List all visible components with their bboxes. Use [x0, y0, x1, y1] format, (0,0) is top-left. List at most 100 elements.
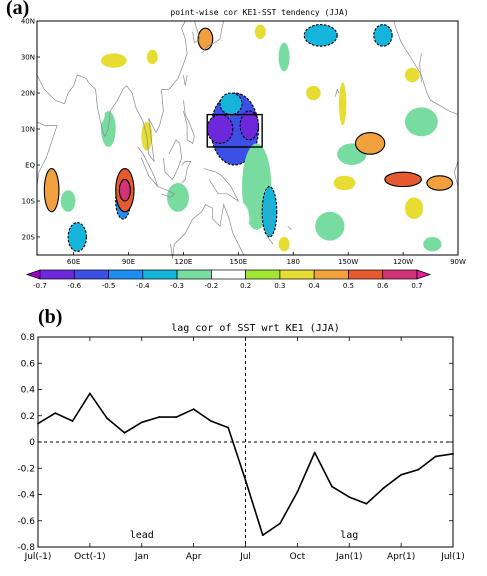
colorbar-label: 0.4 [309, 282, 321, 290]
line-x-label: Jul [239, 552, 251, 562]
lag-correlation-point [54, 412, 57, 415]
colorbar-label: 0.6 [377, 282, 389, 290]
lag-correlation-point [106, 417, 109, 420]
map-lat-label: 30N [21, 54, 35, 62]
line-x-label: Jan [134, 552, 149, 562]
lag-correlation-point [158, 416, 160, 418]
map-coastline [453, 161, 459, 187]
map-anomaly-patch [303, 24, 338, 47]
map-anomaly-patch [404, 107, 438, 137]
colorbar-label: -0.7 [33, 282, 47, 290]
map-anomaly-patch [101, 53, 127, 68]
line-y-label: 0 [29, 438, 35, 448]
map-lat-label: 20N [21, 90, 35, 98]
map-coastline [393, 20, 459, 115]
map-title: point-wise cor KE1-SST tendency (JJA) [170, 8, 348, 17]
map-anomaly-patch [118, 178, 131, 202]
line-x-label: Jul(1) [440, 552, 465, 562]
colorbar-label: 0.2 [240, 282, 251, 290]
map-anomaly-patch [166, 183, 189, 212]
map-lon-label: 60E [67, 258, 80, 266]
lag-correlation-point [452, 452, 454, 455]
map-coastline [287, 225, 292, 231]
map-lon-label: 150W [338, 258, 358, 266]
line-x-label: Oct(-1) [74, 552, 106, 562]
line-x-label: Jan(1) [335, 552, 363, 562]
map-lat-label: EQ [25, 162, 35, 170]
lag-correlation-point [88, 392, 91, 395]
colorbar-arrow-right [416, 269, 432, 280]
lag-correlation-point [175, 416, 178, 418]
map-lon-label: 180 [287, 258, 300, 266]
map-coastline [192, 20, 201, 44]
colorbar-label: 0.7 [411, 282, 422, 290]
map-anomaly-patch [239, 110, 260, 141]
colorbar-label: -0.4 [136, 282, 150, 290]
lag-correlation-point [382, 487, 385, 489]
line-plot-area [37, 336, 454, 548]
map-anomaly-patch [278, 42, 290, 72]
panel-b-label: (b) [38, 306, 63, 328]
lag-correlation-point [434, 455, 437, 458]
line-x-label: Apr [186, 552, 202, 562]
colorbar-label: 0.3 [274, 282, 285, 290]
map-anomaly-patch [404, 67, 420, 83]
line-y-label: 0.2 [21, 412, 35, 422]
map-coastline [162, 139, 182, 180]
map-lat-label: 10S [22, 198, 36, 206]
map-anomaly-patch [254, 24, 266, 39]
map-lat-label: 20S [22, 234, 36, 242]
line-annotation-lag: lag [340, 530, 358, 541]
map-anomaly-patch [404, 197, 424, 219]
map-anomaly-patch [67, 222, 87, 252]
lag-correlation-point [348, 496, 351, 499]
map-anomaly-patch [197, 27, 214, 51]
map-anomaly-patch [333, 175, 356, 191]
lag-correlation-point [400, 473, 403, 476]
map-coastline [203, 168, 240, 203]
map-anomaly-patch [381, 211, 396, 234]
map-lon-label: 90W [450, 258, 466, 266]
line-x-label: Apr(1) [387, 552, 415, 562]
lag-correlation-point [261, 534, 264, 537]
colorbar-label: -0.5 [102, 282, 116, 290]
map-coastline [36, 20, 188, 163]
map-anomaly-patch [278, 237, 290, 252]
map-anomaly-patch [206, 114, 234, 144]
colorbar-label: -0.2 [205, 282, 219, 290]
map-coastline [335, 88, 340, 97]
lag-correlation-point [244, 479, 247, 481]
lag-correlation-point [331, 485, 333, 488]
line-y-label: -0.6 [17, 517, 35, 527]
map-coastline [183, 100, 195, 144]
line-y-label: 0.4 [21, 386, 36, 396]
line-y-label: -0.8 [17, 543, 35, 553]
map-anomaly-patch [227, 201, 250, 237]
map-coastline [157, 186, 175, 198]
map-coastline [137, 146, 159, 187]
line-y-label: 0.8 [21, 333, 36, 343]
lag-correlation-point [37, 422, 39, 425]
map-lon-label: 90E [122, 258, 135, 266]
lag-correlation-point [417, 468, 420, 471]
map-lon-label: 120E [175, 258, 193, 266]
lag-correlation-point [296, 490, 299, 493]
map-ke1-box [206, 113, 263, 148]
colorbar-label: -0.3 [170, 282, 184, 290]
map-anomaly-patch [146, 49, 158, 65]
lag-correlation-point [192, 408, 195, 411]
line-x-label: Jul(-1) [24, 552, 52, 562]
map-coastline [201, 20, 225, 54]
lag-correlation-point [365, 502, 368, 505]
map-anomaly-patch [315, 211, 345, 241]
lag-correlation-point [123, 431, 126, 434]
map-anomaly-patch [339, 82, 347, 126]
map-lat-label: 10N [21, 126, 35, 134]
map-anomaly-patch [306, 85, 321, 101]
panel-a-label: (a) [6, 0, 30, 19]
line-y-label: -0.2 [17, 464, 35, 474]
map-coastline [419, 53, 422, 83]
line-y-label: 0.6 [21, 359, 36, 369]
